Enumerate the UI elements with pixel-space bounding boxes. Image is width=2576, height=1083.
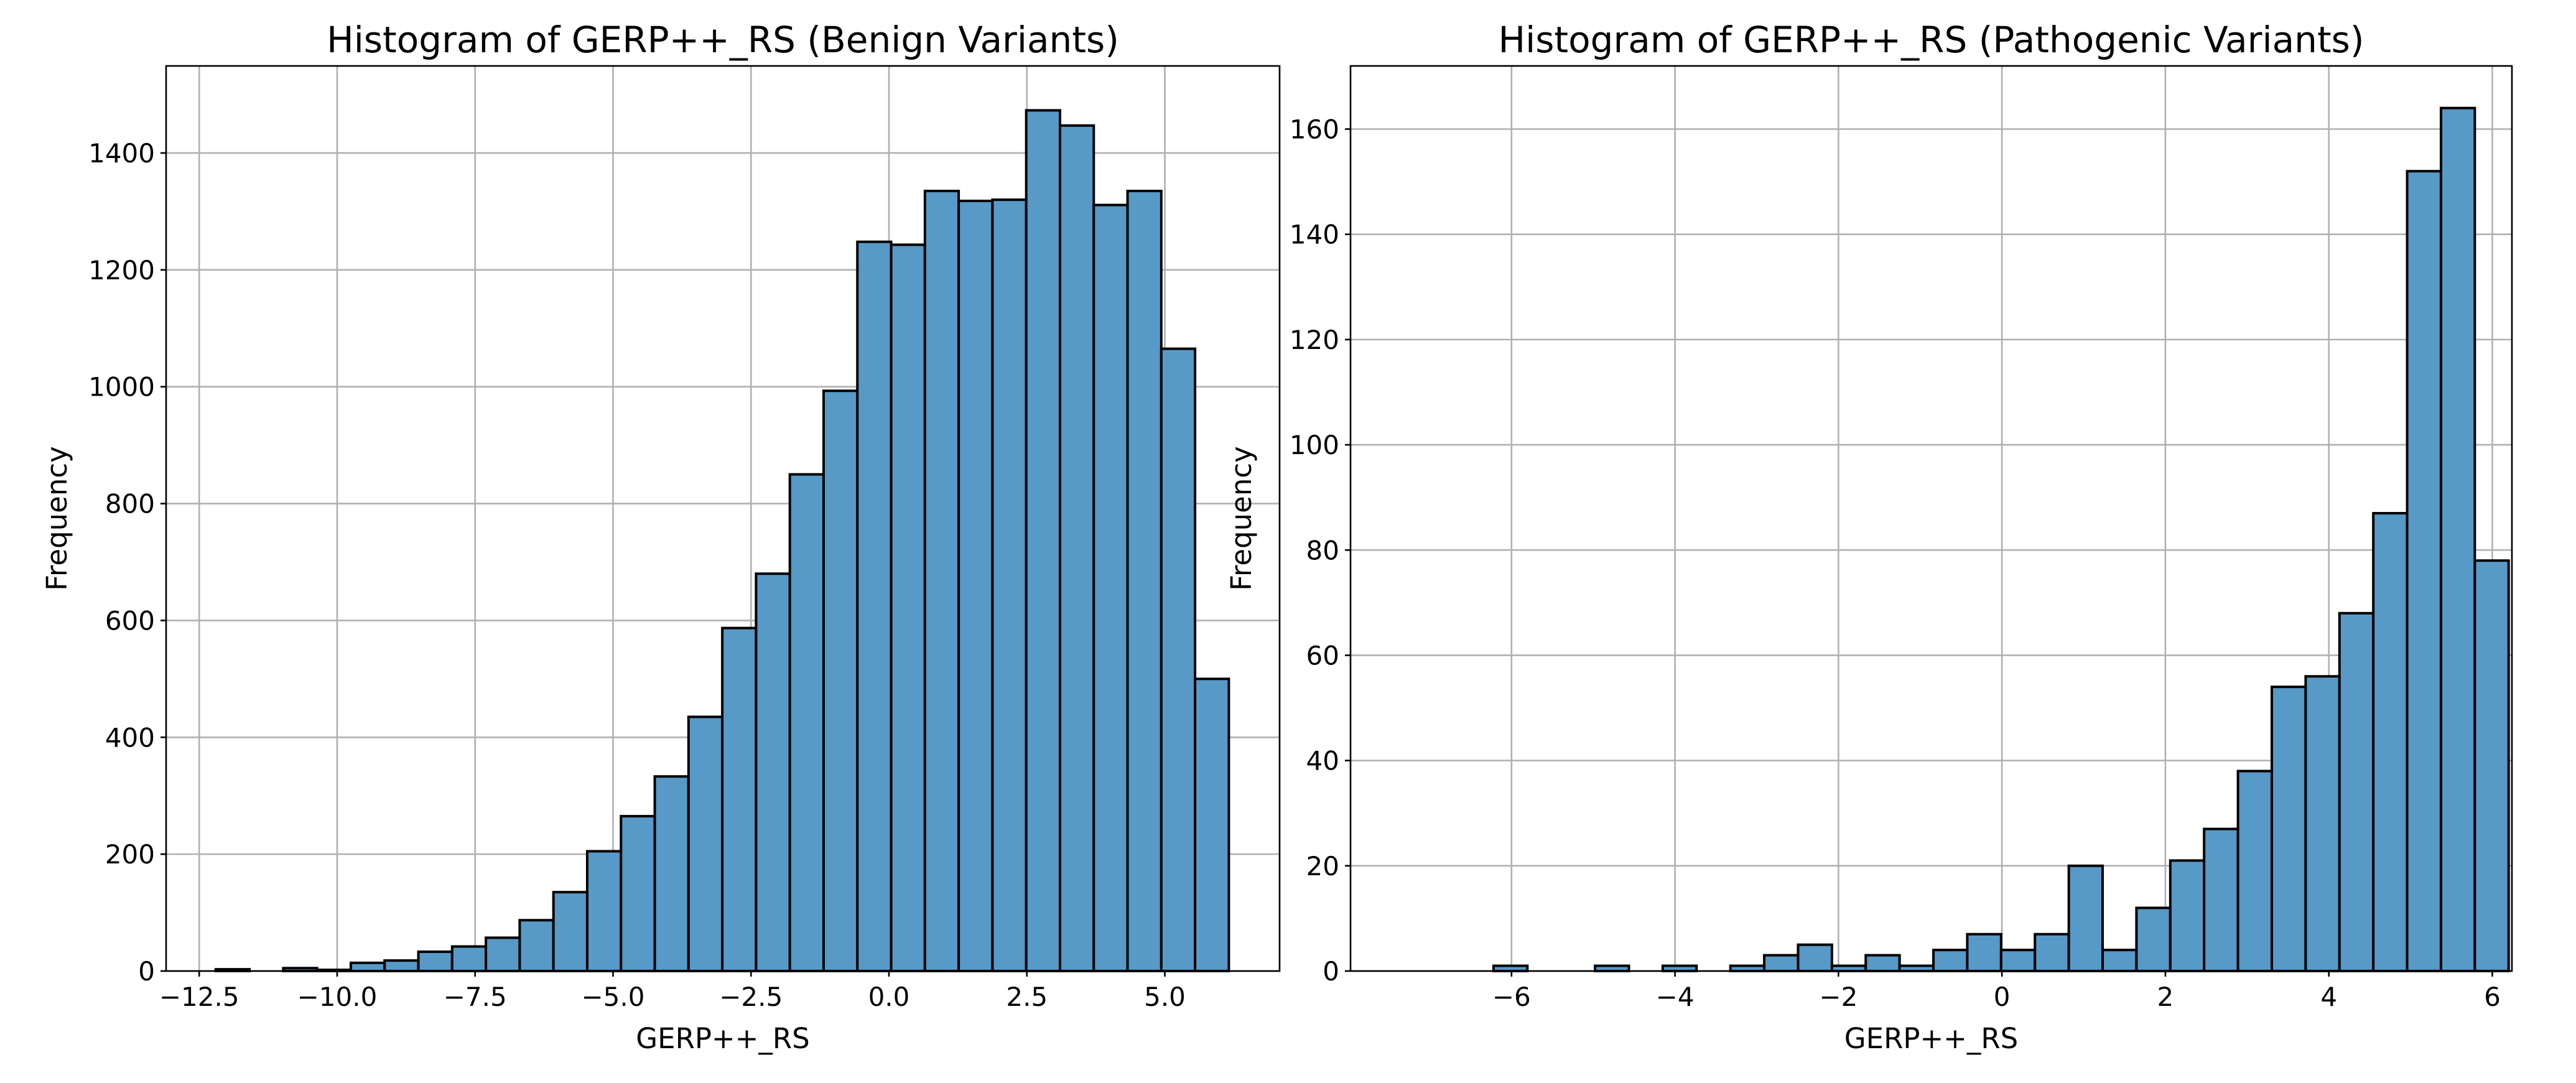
y-axis-label: Frequency	[1225, 446, 1258, 590]
bar	[2304, 675, 2341, 972]
bar	[2203, 827, 2239, 973]
bar	[2034, 932, 2070, 973]
x-tick-label: 4	[2320, 982, 2337, 1012]
chart-title: Histogram of GERP++_RS (Benign Variants)	[327, 19, 1119, 61]
x-tick-label: −7.5	[444, 982, 507, 1012]
bar	[687, 715, 724, 973]
bar	[552, 891, 588, 972]
bar	[923, 190, 960, 972]
bar	[856, 240, 893, 972]
axes-frame	[1349, 65, 2513, 972]
y-tick-label: 140	[1290, 220, 1339, 250]
bar	[1763, 954, 1800, 972]
bar	[1058, 124, 1095, 973]
x-tick-label: −10.0	[297, 982, 378, 1012]
x-tick-label: 5.0	[1144, 982, 1186, 1012]
y-tick-label: 160	[1290, 114, 1339, 145]
bar	[1160, 347, 1197, 972]
bar	[890, 243, 926, 973]
bar	[383, 959, 420, 972]
bar	[1025, 109, 1061, 973]
bar	[721, 626, 758, 972]
x-axis-label: GERP++_RS	[636, 1022, 809, 1055]
x-tick-label: 2.5	[1006, 982, 1048, 1012]
bar	[2439, 106, 2476, 972]
y-tick-label: 1000	[88, 372, 155, 402]
x-tick-label: −4	[1656, 982, 1695, 1012]
bar	[755, 572, 791, 972]
bar	[2372, 512, 2409, 972]
y-tick-label: 1400	[88, 138, 155, 169]
bar	[2101, 949, 2138, 973]
y-tick-label: 40	[1306, 746, 1339, 776]
x-tick-label: −5.0	[581, 982, 644, 1012]
y-tick-label: 60	[1306, 640, 1339, 671]
bar	[518, 919, 555, 973]
bar	[822, 389, 859, 972]
y-tick-label: 200	[105, 839, 155, 870]
x-axis-label: GERP++_RS	[1844, 1022, 2018, 1055]
bar	[450, 945, 488, 972]
y-tick-label: 100	[1290, 430, 1339, 460]
bar	[2270, 686, 2307, 972]
bar	[1797, 943, 1833, 973]
y-tick-label: 80	[1306, 535, 1339, 565]
bar	[653, 775, 690, 972]
y-tick-label: 0	[138, 956, 155, 987]
x-tick-label: 2	[2157, 982, 2174, 1012]
x-tick-label: −6	[1492, 982, 1531, 1012]
y-tick-label: 0	[1323, 956, 1339, 987]
bar	[2473, 559, 2510, 972]
bar	[2169, 859, 2206, 972]
bar	[1932, 949, 1969, 973]
bar	[1864, 954, 1901, 972]
y-tick-label: 800	[105, 489, 155, 519]
y-tick-label: 600	[105, 605, 155, 636]
chart-title: Histogram of GERP++_RS (Pathogenic Varia…	[1498, 19, 2364, 61]
bar	[2338, 611, 2375, 972]
x-tick-label: −2	[1819, 982, 1858, 1012]
bar	[1126, 190, 1163, 972]
x-tick-label: 0	[1994, 982, 2011, 1012]
bar	[991, 198, 1028, 973]
bar	[2067, 864, 2104, 973]
bar	[585, 850, 623, 973]
bar	[788, 473, 825, 972]
bar	[1194, 677, 1230, 972]
x-tick-label: −2.5	[719, 982, 783, 1012]
bar	[957, 199, 994, 972]
bar	[2135, 906, 2172, 973]
axes-frame	[165, 65, 1281, 972]
bar	[485, 936, 521, 972]
bar	[417, 951, 453, 972]
bar	[1092, 203, 1129, 972]
bar	[620, 815, 656, 972]
x-tick-label: −12.5	[159, 982, 239, 1012]
bar	[1999, 949, 2037, 973]
y-tick-label: 120	[1290, 325, 1339, 355]
y-tick-label: 400	[105, 722, 155, 753]
x-tick-label: 0.0	[868, 982, 910, 1012]
bar	[349, 961, 386, 973]
y-tick-label: 1200	[88, 255, 155, 286]
y-tick-label: 20	[1306, 851, 1339, 881]
bar	[2236, 769, 2273, 972]
bar	[1966, 932, 2002, 973]
bar	[2406, 170, 2442, 972]
x-tick-label: 6	[2484, 982, 2501, 1012]
y-axis-label: Frequency	[40, 446, 73, 590]
